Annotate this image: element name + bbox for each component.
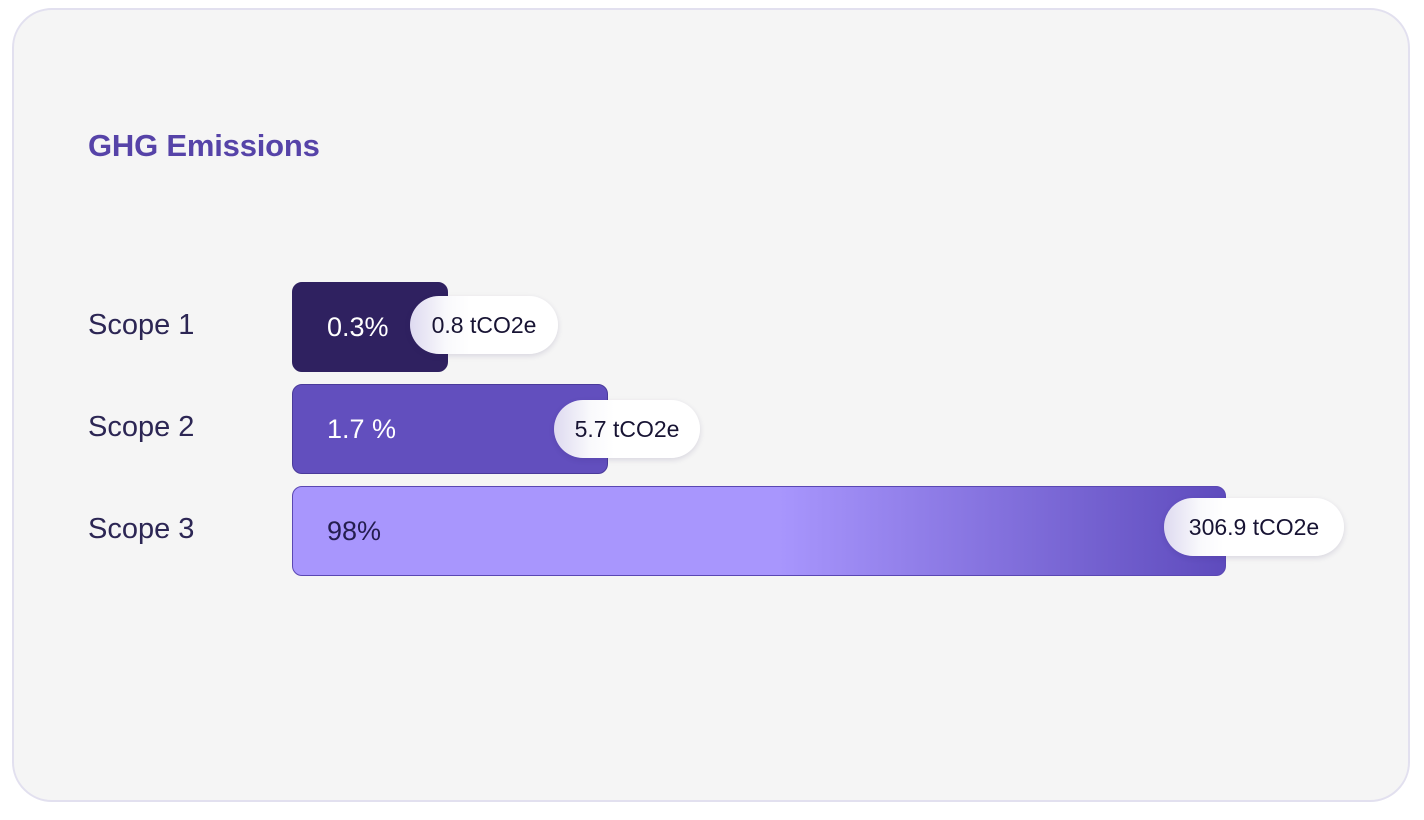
percent-label-scope-3: 98%: [327, 516, 382, 546]
value-badge-scope-3: 306.9 tCO2e: [1164, 498, 1344, 556]
category-label-scope-2: Scope 2: [88, 411, 195, 443]
percent-label-scope-2: 1.7 %: [327, 414, 397, 444]
value-badge-scope-2: 5.7 tCO2e: [554, 400, 700, 458]
category-label-scope-1: Scope 1: [88, 309, 195, 341]
bar-scope-3: 98%: [292, 486, 1226, 576]
value-badge-scope-1: 0.8 tCO2e: [410, 296, 558, 354]
percent-label-scope-1: 0.3%: [327, 312, 389, 342]
card-title: GHG Emissions: [88, 128, 320, 163]
ghg-emissions-card: GHG Emissions Scope 1 Scope 2 Scope 3 0.…: [12, 8, 1410, 802]
category-label-scope-3: Scope 3: [88, 513, 195, 545]
